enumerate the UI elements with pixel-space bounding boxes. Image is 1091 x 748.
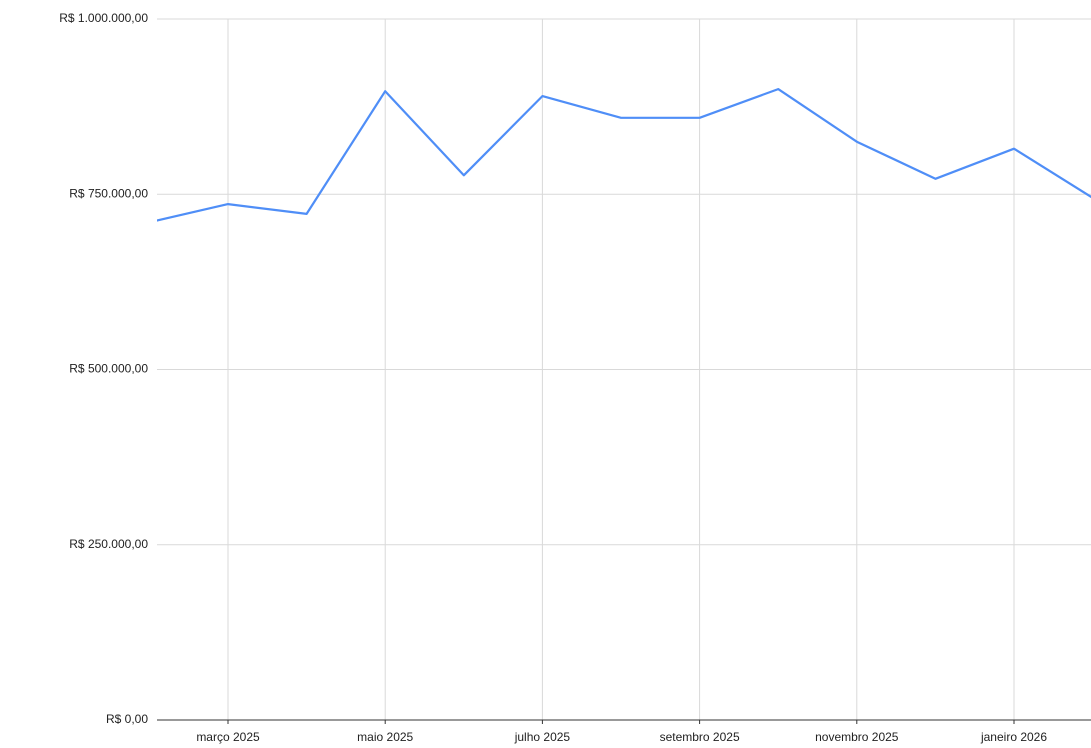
plot xyxy=(157,87,1091,222)
labels: R$ 0,00 R$ 250.000,00 R$ 500.000,00 R$ 750.… xyxy=(59,11,1047,744)
y-tick-label: R$ 250.000,00 xyxy=(69,537,148,551)
x-tick-label: julho 2025 xyxy=(514,730,571,744)
x-tick-label: novembro 2025 xyxy=(815,730,899,744)
grid xyxy=(157,18,1091,720)
y-tick-label: R$ 500.000,00 xyxy=(69,362,148,376)
x-tick-label: setembro 2025 xyxy=(660,730,740,744)
y-tick-label: R$ 750.000,00 xyxy=(69,186,148,200)
x-tick-label: janeiro 2026 xyxy=(980,730,1047,744)
y-tick-label: R$ 0,00 xyxy=(106,712,148,726)
y-tick-label: R$ 1.000.000,00 xyxy=(59,11,148,25)
x-tick-label: março 2025 xyxy=(196,730,260,744)
x-tick-label: maio 2025 xyxy=(357,730,413,744)
data-line xyxy=(157,87,1091,222)
